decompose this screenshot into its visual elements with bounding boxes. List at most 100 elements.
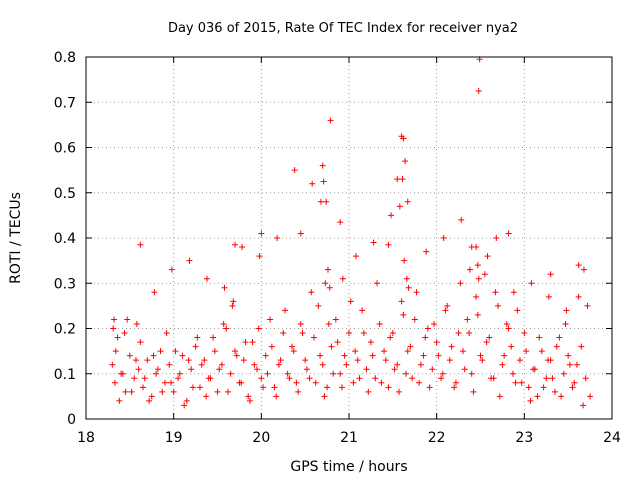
data-point [473,293,480,300]
data-point [481,271,488,278]
data-point [227,370,234,377]
data-point [516,357,523,364]
data-point [395,388,402,395]
data-point [562,320,569,327]
data-point [556,334,563,341]
data-point [111,316,118,323]
data-point [531,366,538,373]
data-point [558,393,565,400]
data-point [133,320,140,327]
data-point [543,375,550,382]
data-point [131,375,138,382]
data-point [137,241,144,248]
data-point [233,352,240,359]
data-point [310,334,317,341]
data-point [218,361,225,368]
data-point [440,235,447,241]
data-point [578,343,585,350]
y-axis-label: ROTI / TECUs [8,192,24,284]
data-point [431,320,438,327]
data-point [339,275,346,282]
data-point [521,330,528,337]
data-point [109,361,116,368]
data-point [338,384,345,391]
data-point [128,388,135,395]
data-point [290,348,297,355]
data-point [466,266,473,273]
data-point [413,289,420,296]
data-point [198,361,205,368]
data-point [474,262,481,269]
data-point [534,393,541,400]
data-point [295,388,302,395]
data-point [457,280,464,287]
data-point [475,275,482,282]
data-point [139,384,146,391]
data-point [461,366,468,373]
data-point [325,320,332,327]
data-point [210,334,217,341]
data-point [387,334,394,341]
data-point [584,302,591,309]
data-point [503,320,510,327]
data-point [112,348,119,355]
data-point [161,379,168,386]
x-tick-label: 18 [77,430,95,446]
data-point [433,339,440,346]
data-point [398,298,405,305]
data-point [297,230,304,237]
data-point [110,325,117,332]
data-point [372,375,379,382]
data-point [528,280,535,287]
data-point [360,330,367,337]
data-point [256,253,263,260]
data-point [196,384,203,391]
data-point [188,366,195,373]
data-point [509,370,516,377]
data-point [245,393,252,400]
data-point [157,348,164,355]
data-point [166,361,173,368]
data-points [109,56,594,409]
data-point [284,370,291,377]
data-point [464,316,471,323]
data-point [402,370,409,377]
data-point [291,167,298,174]
data-point [168,266,175,273]
data-point [505,230,512,237]
data-point [223,325,230,332]
data-point [319,162,326,169]
y-tick-labels: 0 0.1 0.2 0.3 0.4 0.5 0.6 0.7 0.8 [54,50,76,428]
data-point [356,375,363,382]
data-point [479,357,486,364]
y-tick-label: 0.4 [54,231,76,247]
data-point [337,370,344,377]
data-point [293,379,300,386]
data-point [514,307,521,314]
data-point [575,262,582,269]
data-point [323,198,330,205]
data-point [168,379,175,386]
data-point [470,388,477,395]
y-tick-label: 0.6 [54,141,76,157]
data-point [322,280,329,287]
data-point [452,379,459,386]
data-point [132,357,139,364]
data-point [391,366,398,373]
data-point [153,370,160,377]
data-point [163,330,170,337]
data-point [411,316,418,323]
data-point [337,219,344,226]
data-point [135,366,142,373]
data-point [274,235,281,241]
data-point [146,397,153,404]
data-point [253,366,260,373]
data-point [565,352,572,359]
data-point [422,334,429,341]
data-point [302,357,309,364]
data-point [448,343,455,350]
axis-ticks [85,56,613,420]
data-point [540,384,547,391]
data-point [346,330,352,337]
data-point [435,352,442,359]
